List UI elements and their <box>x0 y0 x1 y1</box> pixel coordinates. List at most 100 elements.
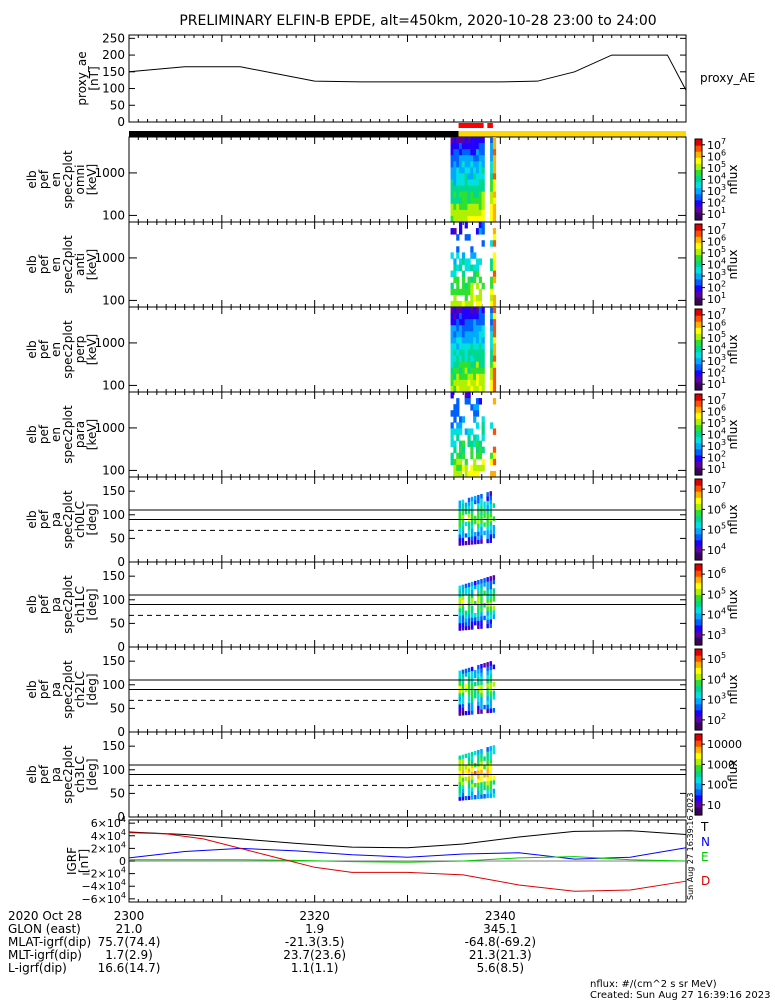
spec-panel-5-colorbar-tick-label: 106 <box>707 501 726 516</box>
spec-panel-2-colorbar-swatch <box>695 278 702 282</box>
spec-panel-1-colorbar-title: nflux <box>726 165 740 195</box>
spec-panel-1-cell <box>450 167 454 174</box>
spec-panel-2-cell <box>470 276 474 284</box>
spec-panel-3-cell <box>450 343 454 350</box>
spec-panel-4-cell <box>456 398 460 405</box>
spec-panel-3-cell <box>470 343 474 350</box>
spec-panel-7-cell <box>480 672 483 677</box>
spec-panel-8-colorbar-tick-label: 10 <box>707 799 721 812</box>
footer-label: GLON (east) <box>8 922 81 936</box>
spec-panel-5-cell <box>483 509 486 515</box>
spec-panel-8-ytick-label: 100 <box>102 763 125 777</box>
spec-panel-8-cell <box>477 782 480 787</box>
spec-panel-8-cell <box>489 746 492 751</box>
spec-panel-3-colorbar-swatch <box>695 387 702 391</box>
spec-panel-2-cell <box>470 288 474 296</box>
spec-panel-8-cell <box>461 762 465 767</box>
spec-panel-7-cell <box>470 706 474 711</box>
spec-panel-8-cell <box>489 763 492 768</box>
spec-panel-5-cell <box>480 535 483 540</box>
spec-panel-3-cell <box>490 379 494 387</box>
spec-panel-1-cell <box>453 143 457 150</box>
spec-panel-4-colorbar-swatch <box>695 464 702 468</box>
spec-panel-4-colorbar-swatch <box>695 418 702 421</box>
spec-panel-7-cell <box>489 665 492 671</box>
spec-panel-8-colorbar-swatch <box>695 786 702 790</box>
spec-panel-3-colorbar-swatch <box>695 363 702 367</box>
spec-panel-1-cell <box>470 191 474 199</box>
spec-panel-4-ylabel-line: [keV] <box>85 419 99 450</box>
spec-panel-3-colorbar-swatch <box>695 365 702 369</box>
spec-panel-8-cell <box>489 750 492 756</box>
spec-panel-8-colorbar-title: nflux <box>726 760 740 790</box>
spec-panel-1-cell <box>478 179 482 186</box>
footer-created: Created: Sun Aug 27 16:39:16 2023 <box>590 990 770 1000</box>
spec-panel-1-cell <box>461 179 466 186</box>
spec-panel-3-colorbar-swatch <box>695 317 702 320</box>
spec-panel-6-colorbar-swatch <box>695 636 702 640</box>
spec-panel-5-cell <box>458 526 462 531</box>
spec-panel-7-cell <box>461 673 465 678</box>
spec-panel-5-colorbar-swatch <box>695 527 702 531</box>
spec-panel-7-cell <box>486 662 489 667</box>
spec-panel-2-cell <box>478 300 482 308</box>
spec-panel-8-colorbar-swatch <box>695 764 702 767</box>
spec-panel-6-cell <box>470 625 474 630</box>
spec-panel-8-cell <box>480 761 483 766</box>
spec-panel-1-colorbar-swatch <box>695 217 702 221</box>
spec-panel-3-colorbar-swatch <box>695 355 702 359</box>
spec-panel-1-cell <box>475 137 480 144</box>
footer-value: 2320 <box>299 909 330 923</box>
spec-panel-5-cell <box>467 521 471 526</box>
spec-panel-3-cell <box>492 385 497 393</box>
spec-panel-1-cell <box>470 203 474 211</box>
spec-panel-5-cell <box>492 524 496 530</box>
spec-panel-3-cell <box>450 325 454 332</box>
spec-panel-3-cell <box>490 361 494 369</box>
footer-value: 1.7(2.9) <box>105 948 153 962</box>
spec-panel-2-colorbar-swatch <box>695 288 702 292</box>
spec-panel-6-ylabel-line: pa <box>49 597 63 612</box>
spec-panel-1-cell <box>492 167 497 174</box>
spec-panel-4-cell <box>470 440 474 448</box>
spec-panel-1-colorbar-swatch <box>695 183 702 187</box>
figure-title: PRELIMINARY ELFIN-B EPDE, alt=450km, 202… <box>179 13 656 29</box>
spec-panel-1-cell <box>481 137 485 144</box>
spec-panel-5-colorbar-swatch <box>695 507 702 510</box>
spec-panel-4-colorbar-swatch <box>695 448 702 452</box>
spec-panel-8-ytick-label: 150 <box>102 739 125 753</box>
spec-panel-6-cell <box>464 618 468 623</box>
spec-panel-5-cell <box>461 533 465 538</box>
spec-panel-1-colorbar-swatch <box>695 179 702 183</box>
spec-panel-6-cell <box>483 603 486 608</box>
spec-panel-7-cell <box>470 666 474 672</box>
spec-panel-2-cell <box>467 282 471 290</box>
spec-panel-6-colorbar-swatch <box>695 620 702 624</box>
spec-panel-3-cell <box>453 313 457 320</box>
spec-panel-3-cell <box>467 373 471 381</box>
spec-panel-4-cell <box>459 470 463 478</box>
spec-panel-1-cell <box>450 179 454 186</box>
spec-panel-1-cell <box>470 215 474 223</box>
spec-panel-1-cell <box>459 197 463 205</box>
spec-panel-8-cell <box>461 766 465 771</box>
spec-panel-2-cell <box>490 294 494 302</box>
spec-panel-7-cell <box>489 661 492 666</box>
spec-panel-6-cell <box>470 581 474 587</box>
spec-panel-2-cell <box>470 246 474 253</box>
spec-panel-1-cell <box>478 191 482 199</box>
spec-panel-3-cell <box>450 385 454 393</box>
spec-panel-1-cell <box>490 179 494 186</box>
spec-panel-5-colorbar-swatch <box>695 537 702 541</box>
spec-panel-8-cell <box>467 764 471 769</box>
spec-panel-1-cell <box>450 215 454 223</box>
spec-panel-7-cell <box>461 669 465 674</box>
spec-panel-3-cell <box>475 361 480 369</box>
spec-panel-5-cell <box>486 534 489 539</box>
spec-panel-3-cell <box>464 331 468 338</box>
spec-panel-1-cell <box>461 209 466 217</box>
spec-panel-3-colorbar-swatch <box>695 337 702 340</box>
spec-panel-6-cell <box>458 608 462 613</box>
spec-panel-7-colorbar-swatch <box>695 691 702 695</box>
spec-panel-3-cell <box>475 355 480 363</box>
